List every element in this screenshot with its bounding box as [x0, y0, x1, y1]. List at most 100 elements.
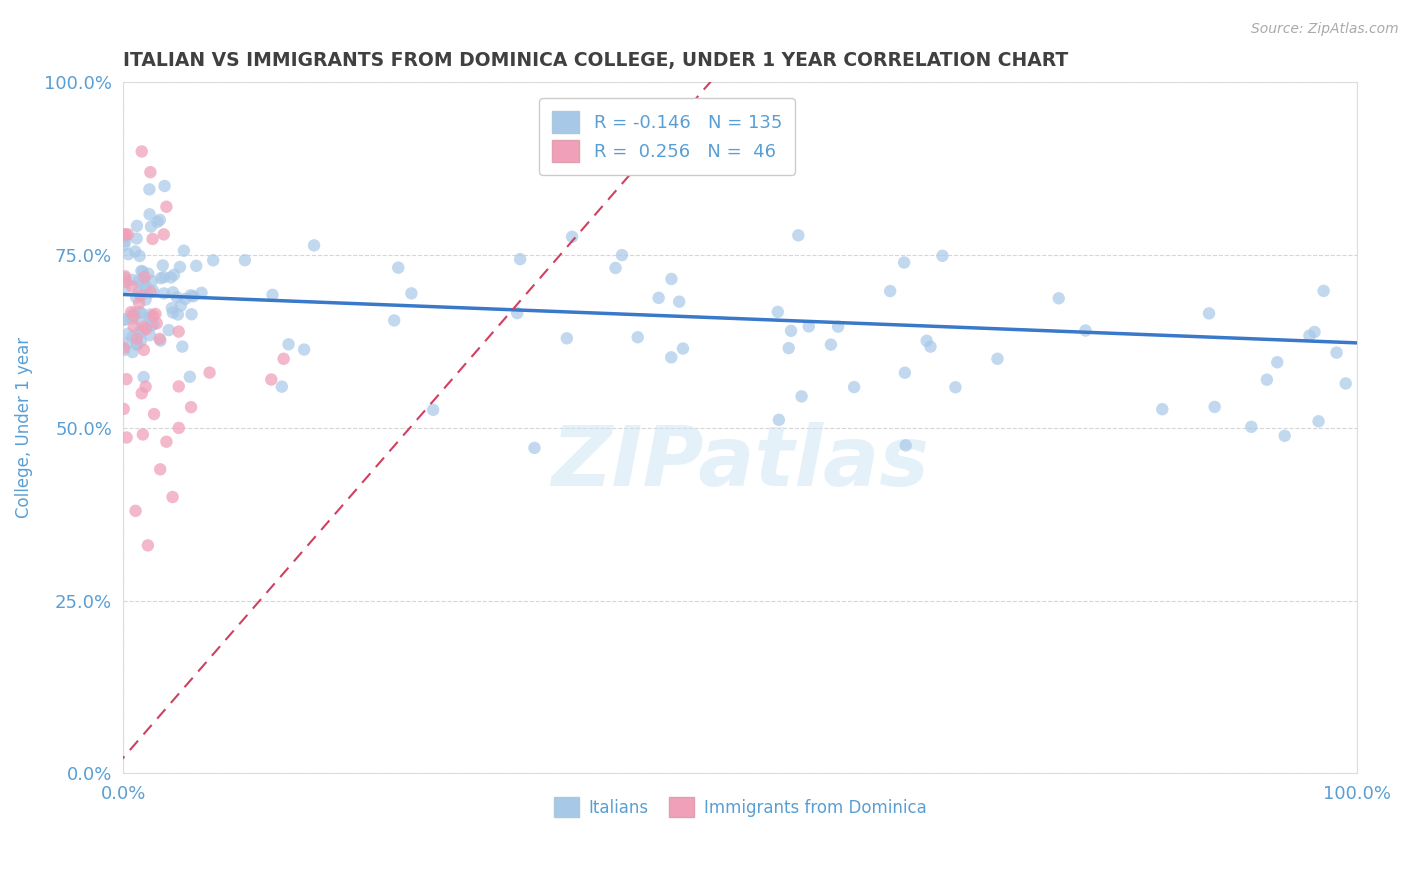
- Point: [169, 260, 191, 274]
- Point: [125, 231, 148, 245]
- Point: [114, 271, 136, 285]
- Point: [152, 259, 174, 273]
- Point: [1308, 414, 1330, 428]
- Point: [112, 227, 135, 242]
- Point: [128, 326, 150, 340]
- Point: [129, 288, 152, 302]
- Point: [827, 319, 849, 334]
- Point: [270, 379, 292, 393]
- Legend: Italians, Immigrants from Dominica: Italians, Immigrants from Dominica: [547, 790, 934, 824]
- Point: [132, 343, 155, 357]
- Point: [142, 284, 165, 298]
- Point: [131, 386, 153, 401]
- Point: [121, 330, 143, 344]
- Point: [139, 165, 162, 179]
- Point: [114, 234, 136, 248]
- Point: [149, 212, 172, 227]
- Point: [166, 308, 188, 322]
- Point: [145, 307, 167, 321]
- Point: [170, 299, 193, 313]
- Point: [262, 288, 284, 302]
- Point: [183, 289, 205, 303]
- Point: [117, 247, 139, 261]
- Point: [260, 372, 283, 386]
- Point: [986, 351, 1008, 366]
- Point: [139, 219, 162, 234]
- Point: [1204, 400, 1226, 414]
- Point: [128, 285, 150, 299]
- Point: [153, 179, 176, 194]
- Point: [129, 306, 152, 320]
- Point: [766, 305, 789, 319]
- Text: Source: ZipAtlas.com: Source: ZipAtlas.com: [1251, 22, 1399, 37]
- Text: ITALIAN VS IMMIGRANTS FROM DOMINICA COLLEGE, UNDER 1 YEAR CORRELATION CHART: ITALIAN VS IMMIGRANTS FROM DOMINICA COLL…: [124, 51, 1069, 70]
- Point: [162, 305, 184, 319]
- Point: [401, 286, 423, 301]
- Point: [659, 351, 682, 365]
- Point: [382, 313, 405, 327]
- Point: [894, 366, 917, 380]
- Point: [129, 334, 152, 348]
- Point: [122, 319, 145, 334]
- Point: [302, 238, 325, 252]
- Point: [120, 305, 142, 319]
- Point: [139, 328, 162, 343]
- Point: [523, 441, 546, 455]
- Y-axis label: College, Under 1 year: College, Under 1 year: [15, 337, 32, 518]
- Point: [198, 366, 221, 380]
- Point: [149, 332, 172, 346]
- Point: [1047, 291, 1070, 305]
- Point: [787, 228, 810, 243]
- Point: [125, 332, 148, 346]
- Point: [115, 372, 138, 386]
- Point: [162, 490, 184, 504]
- Point: [627, 330, 650, 344]
- Point: [163, 268, 186, 282]
- Point: [125, 290, 148, 304]
- Point: [173, 244, 195, 258]
- Point: [1274, 429, 1296, 443]
- Point: [915, 334, 938, 348]
- Point: [202, 253, 225, 268]
- Point: [139, 285, 162, 300]
- Point: [125, 219, 148, 233]
- Point: [179, 369, 201, 384]
- Point: [174, 292, 197, 306]
- Point: [1152, 402, 1174, 417]
- Point: [142, 309, 165, 323]
- Point: [1303, 325, 1326, 339]
- Point: [142, 232, 165, 246]
- Point: [139, 318, 162, 333]
- Point: [842, 380, 865, 394]
- Point: [134, 269, 156, 284]
- Point: [138, 207, 160, 221]
- Point: [166, 290, 188, 304]
- Point: [768, 413, 790, 427]
- Point: [1334, 376, 1357, 391]
- Point: [162, 285, 184, 300]
- Point: [780, 324, 803, 338]
- Point: [132, 370, 155, 384]
- Point: [1326, 345, 1348, 359]
- Point: [790, 389, 813, 403]
- Point: [180, 400, 202, 414]
- Point: [167, 379, 190, 393]
- Point: [167, 325, 190, 339]
- Point: [1265, 355, 1288, 369]
- Point: [150, 271, 173, 285]
- Point: [422, 402, 444, 417]
- Point: [128, 274, 150, 288]
- Point: [1298, 328, 1320, 343]
- Text: ZIPatlas: ZIPatlas: [551, 422, 929, 503]
- Point: [153, 286, 176, 301]
- Point: [135, 280, 157, 294]
- Point: [121, 345, 143, 359]
- Point: [668, 294, 690, 309]
- Point: [233, 253, 256, 268]
- Point: [132, 274, 155, 288]
- Point: [128, 296, 150, 310]
- Point: [112, 341, 135, 355]
- Point: [112, 282, 135, 296]
- Point: [778, 341, 800, 355]
- Point: [115, 336, 138, 351]
